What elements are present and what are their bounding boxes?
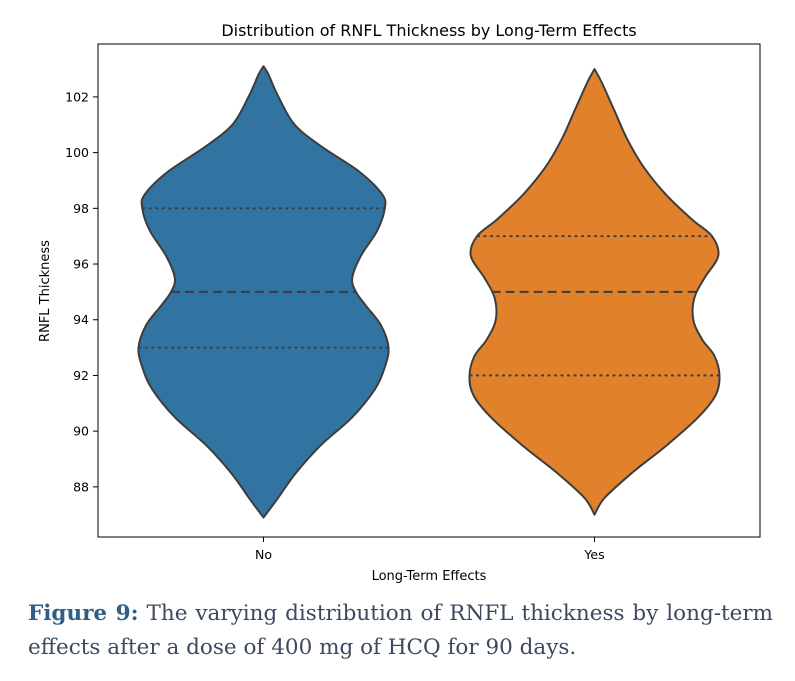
figure-caption: Figure 9: The varying distribution of RN… [28, 597, 773, 665]
quartile-lines-layer [138, 207, 720, 377]
figure-caption-label: Figure 9: [28, 601, 139, 626]
x-tick-label: No [255, 547, 272, 562]
y-tick-label: 98 [73, 201, 89, 216]
violin-chart: Distribution of RNFL Thickness by Long-T… [38, 21, 761, 584]
y-axis-label: RNFL Thickness [38, 240, 53, 342]
y-tick-label: 100 [65, 145, 89, 160]
chart-title: Distribution of RNFL Thickness by Long-T… [221, 21, 636, 40]
y-tick-label: 96 [73, 257, 89, 272]
x-axis: No Yes [255, 537, 605, 562]
y-tick-label: 88 [73, 479, 89, 494]
y-axis: 88 90 92 94 96 98 100 102 [65, 89, 98, 494]
plot-area-frame [97, 43, 761, 538]
y-tick-label: 90 [73, 424, 89, 439]
x-axis-label: Long-Term Effects [372, 569, 487, 584]
figure-caption-text: The varying distribution of RNFL thickne… [28, 601, 773, 660]
y-tick-label: 94 [73, 312, 89, 327]
y-tick-label: 92 [73, 368, 89, 383]
y-tick-label: 102 [65, 89, 89, 104]
x-tick-label: Yes [583, 547, 604, 562]
